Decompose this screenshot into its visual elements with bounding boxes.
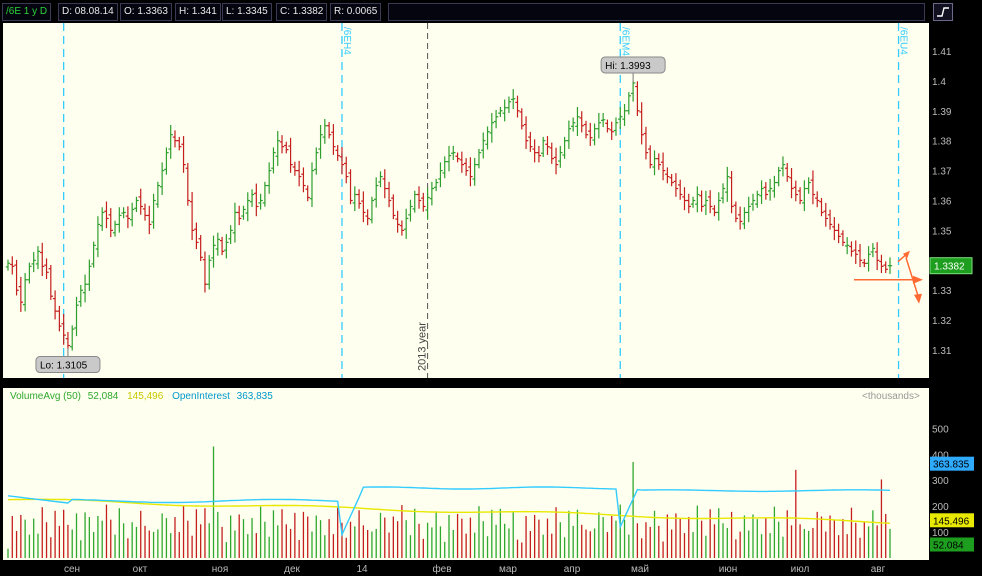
high-label: Hi: 1.3993 (605, 61, 651, 72)
volume-y-tick-label: 300 (932, 476, 949, 487)
volume-y-tick-label: 100 (932, 528, 949, 539)
y-tick-label: 1.39 (932, 107, 952, 118)
low-bubble (35, 356, 101, 374)
close-readout: C: 1.3382 (276, 3, 328, 21)
month-label: фев (432, 563, 451, 575)
last-price-tag (929, 257, 973, 275)
volume-average-line (7, 498, 891, 524)
last-price-label: 1.3382 (934, 262, 965, 273)
volume-axis-tag-label: 52.084 (933, 540, 964, 551)
legend-volume-name: VolumeAvg (50) (10, 391, 81, 402)
volume-axis-tag (930, 456, 974, 471)
chart-style-glyph (937, 7, 949, 17)
legend-volume-value: 52,084 (87, 391, 119, 402)
chart-style-icon[interactable] (933, 3, 953, 21)
volume-y-tick-label: 200 (932, 502, 949, 513)
volume-axis-tag-label: 363.835 (933, 460, 970, 471)
low-readout: L: 1.3345 (222, 3, 272, 21)
month-label: авг (871, 564, 886, 575)
volume-y-tick-label: 500 (932, 424, 949, 435)
time-axis (0, 560, 982, 576)
month-label: май (631, 564, 649, 575)
y-tick-label: 1.38 (932, 137, 952, 148)
open-interest-line (7, 486, 891, 538)
month-label: ноя (212, 564, 229, 575)
low-label: Lo: 1.3105 (40, 361, 88, 372)
price-chart[interactable]: 1.411.41.391.381.371.361.351.341.331.321… (0, 23, 982, 383)
volume-chart[interactable]: 500 400 300 200 100 363.835 145.496 52.084 (0, 388, 982, 576)
high-bubble (600, 56, 666, 74)
expiry-marker-label: /6EU4 (898, 27, 909, 55)
year-marker-label: 2013 year (417, 322, 429, 371)
month-label: июн (719, 564, 738, 575)
legend-oi-name: OpenInterest (172, 391, 230, 402)
horizontal-arrow-head (913, 275, 923, 284)
month-label: апр (564, 564, 581, 575)
month-label: дек (284, 564, 300, 575)
time-axis-labels: сен окт ноя дек 14 фев мар апр май июн июл авг (64, 563, 886, 575)
header-spacer (388, 3, 925, 21)
month-label: 14 (356, 564, 368, 575)
y-tick-label: 1.33 (932, 286, 952, 297)
y-tick-label: 1.36 (932, 197, 952, 208)
y-tick-label: 1.32 (932, 316, 952, 327)
y-tick-label: 1.37 (932, 167, 952, 178)
month-label: июл (791, 564, 810, 575)
units-label: <thousands> (862, 391, 920, 402)
y-tick-label: 1.31 (932, 346, 952, 357)
expiry-marker-label: /6EH4 (341, 27, 352, 55)
month-label: мар (499, 564, 517, 575)
legend-oi-value: 363,835 (236, 391, 273, 402)
y-tick-label: 1.35 (932, 226, 952, 237)
expiry-marker-label: /6EM4 (619, 27, 630, 56)
legend-avg-value: 145,496 (127, 391, 164, 402)
volume-axis-tag (930, 513, 974, 528)
range-readout: R: 0.0065 (330, 3, 382, 21)
y-tick-label: 1.41 (932, 47, 952, 58)
date-readout: D: 08.08.14 (58, 3, 118, 21)
volume-y-tick-label: 400 (932, 450, 949, 461)
high-readout: H: 1.341 (175, 3, 221, 21)
open-readout: O: 1.3363 (120, 3, 172, 21)
volume-axis-tag (930, 537, 974, 552)
month-label: сен (64, 564, 80, 575)
chart-header: /6E 1 y D D: 08.08.14 O: 1.3363 H: 1.341… (0, 0, 982, 22)
up-arrow-head (903, 250, 910, 259)
symbol-label[interactable]: /6E 1 y D (2, 3, 52, 21)
volume-axis-tag-label: 145.496 (933, 516, 970, 527)
down-arrow-head (914, 293, 922, 304)
down-arrow-line (905, 257, 919, 296)
volume-legend: VolumeAvg (50) 52,084 145,496 OpenIntere… (10, 391, 273, 402)
month-label: окт (133, 564, 148, 575)
y-tick-label: 1.4 (932, 77, 946, 88)
